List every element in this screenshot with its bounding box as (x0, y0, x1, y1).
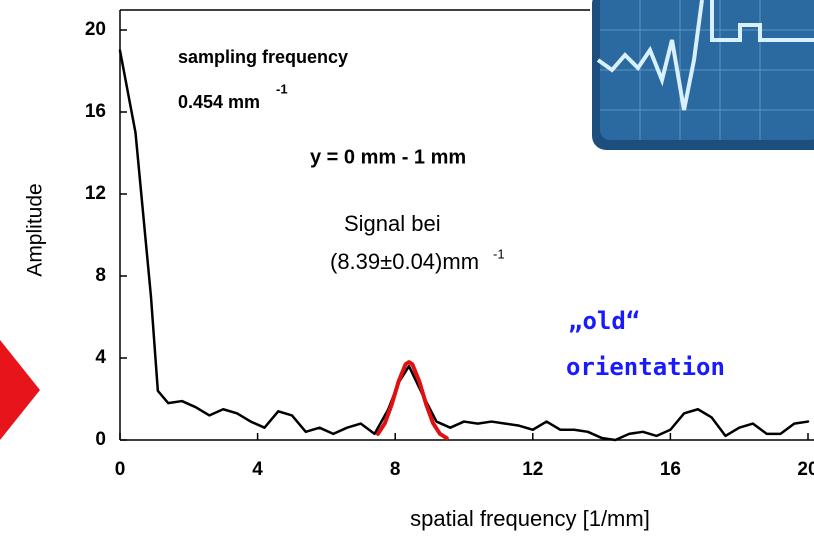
annotation: „old“ (568, 307, 640, 335)
y-tick-label: 0 (95, 429, 106, 450)
monitor-image (592, 0, 814, 150)
annotation: -1 (493, 246, 505, 261)
y-tick-label: 16 (85, 101, 106, 122)
annotation: y = 0 mm - 1 mm (310, 146, 466, 168)
x-tick-label: 8 (390, 459, 401, 480)
y-tick-label: 12 (85, 183, 106, 204)
y-tick-label: 8 (95, 265, 106, 286)
annotation: -1 (276, 81, 288, 96)
x-tick-label: 0 (115, 459, 126, 480)
y-tick-label: 20 (85, 19, 106, 40)
arrow-decoration (0, 340, 40, 440)
annotation: (8.39±0.04)mm (330, 249, 479, 274)
data-line (118, 49, 810, 442)
x-tick-label: 12 (522, 459, 543, 480)
x-axis-label: spatial frequency [1/mm] (410, 506, 650, 531)
y-tick-label: 4 (95, 347, 106, 368)
x-tick-label: 4 (252, 459, 263, 480)
annotation: sampling frequency (178, 47, 348, 67)
annotation: orientation (566, 353, 725, 381)
y-axis-label: Amplitude (24, 183, 47, 276)
annotation: Signal bei (344, 211, 441, 236)
data-line (376, 360, 449, 441)
x-tick-label: 20 (797, 459, 814, 480)
annotation: 0.454 mm (178, 92, 260, 112)
x-tick-label: 16 (660, 459, 681, 480)
